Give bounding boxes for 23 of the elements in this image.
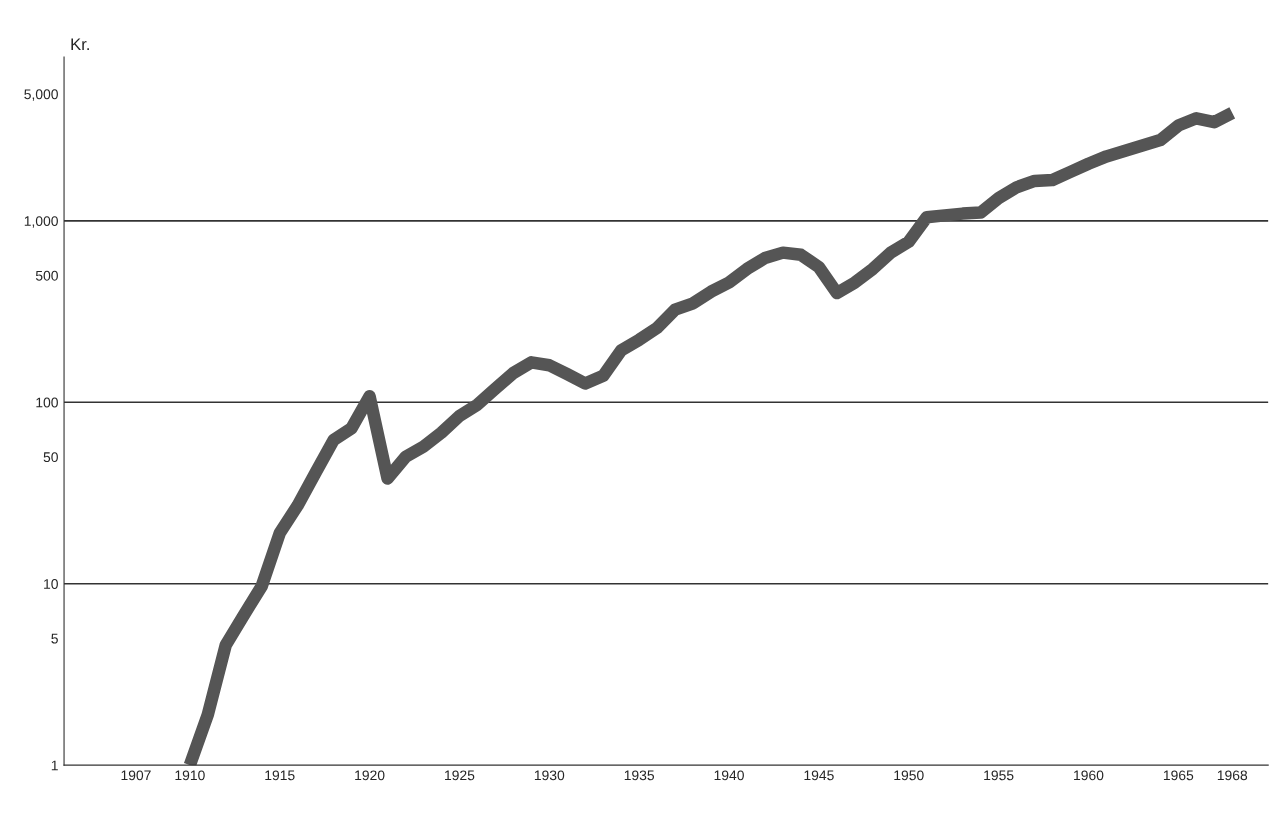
y-axis-title: Kr.	[71, 38, 89, 50]
y-tick-label: 100	[36, 397, 58, 408]
x-tick-label: 1960	[1074, 770, 1104, 781]
x-tick-label: 1968	[1217, 770, 1248, 781]
y-tick-label: 1,000	[24, 216, 58, 228]
x-tick-label: 1965	[1163, 770, 1194, 781]
y-tick-label: 10	[44, 579, 58, 589]
x-tick-label: 1925	[445, 770, 475, 781]
x-tick-label: 1907	[121, 770, 151, 781]
y-tick-label: 5,000	[24, 89, 58, 101]
x-tick-label: 1955	[984, 770, 1014, 781]
x-tick-label: 1935	[624, 770, 655, 781]
y-tick-label: 1	[51, 760, 58, 771]
x-tick-label: 1930	[534, 770, 565, 781]
x-tick-label: 1920	[355, 770, 385, 781]
x-tick-label: 1950	[894, 770, 924, 781]
x-tick-label: 1915	[265, 770, 295, 781]
x-tick-label: 1945	[804, 770, 834, 781]
x-tick-label: 1910	[175, 770, 205, 781]
x-tick-label: 1940	[714, 770, 744, 781]
y-tick-label: 500	[35, 270, 58, 281]
y-tick-label: 50	[43, 452, 58, 463]
y-tick-label: 5	[51, 633, 58, 644]
